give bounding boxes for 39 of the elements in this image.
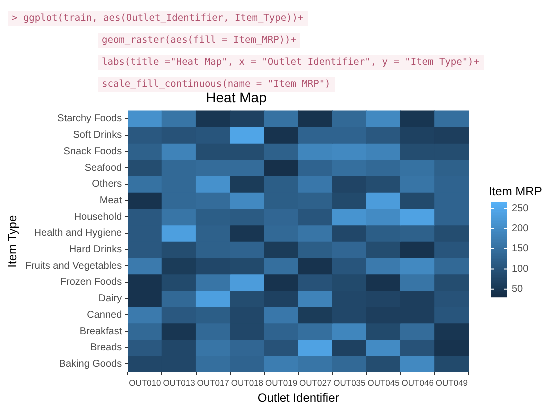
text: scale_fill_continuous(name = "Item MRP") <box>98 77 335 92</box>
x-tick-label: OUT018 <box>231 378 264 388</box>
y-tick-label: Household <box>74 212 122 223</box>
y-tick-label: Others <box>92 179 122 190</box>
y-tick-label: Fruits and Vegetables <box>25 260 122 272</box>
color-bar-title: Item MRP <box>489 184 542 198</box>
y-tick-label: Breakfast <box>80 326 122 338</box>
y-tick-label: Health and Hygiene <box>34 228 123 240</box>
x-tick-label: OUT017 <box>197 378 230 388</box>
color-bar-label: 200 <box>512 224 530 235</box>
color-bar-label: 100 <box>512 264 530 275</box>
y-tick-label: Baking Goods <box>59 358 122 370</box>
y-tick-label: Soft Drinks <box>73 130 122 142</box>
y-tick-label: Starchy Foods <box>58 114 122 125</box>
x-tick-label: OUT046 <box>402 378 434 388</box>
y-tick-label: Meat <box>100 195 122 206</box>
y-tick-label: Canned <box>87 310 122 321</box>
color-bar-label: 250 <box>512 203 530 214</box>
y-tick-label: Hard Drinks <box>69 244 122 256</box>
x-tick-label: OUT045 <box>368 378 400 388</box>
x-tick-label: OUT027 <box>300 378 332 388</box>
text: geom_raster(aes(fill = Item_MRP))+ <box>98 33 300 48</box>
chart-title: Heat Map <box>206 89 268 106</box>
y-tick-label: Breads <box>90 342 122 354</box>
y-tick-label: Frozen Foods <box>60 277 122 288</box>
x-tick-label: OUT013 <box>163 378 196 388</box>
x-axis-title: Outlet Identifier <box>258 391 340 406</box>
text: > ggplot(train, aes(Outlet_Identifier, Item_Type))+ <box>8 11 308 26</box>
x-tick-label: OUT035 <box>334 378 366 388</box>
x-tick-label: OUT049 <box>436 378 468 388</box>
y-tick-label: Dairy <box>98 294 122 305</box>
text: labs(title ="Heat Map", x = "Outlet Identifier", y = "Item Type")+ <box>98 55 484 70</box>
y-tick-label: Snack Foods <box>64 146 122 158</box>
color-bar-label: 50 <box>512 284 524 296</box>
y-tick-label: Seafood <box>84 162 122 174</box>
x-tick-label: OUT019 <box>265 378 298 388</box>
color-bar-label: 150 <box>512 244 530 255</box>
y-axis-title: Item Type <box>6 215 20 268</box>
x-tick-label: OUT010 <box>129 378 162 388</box>
